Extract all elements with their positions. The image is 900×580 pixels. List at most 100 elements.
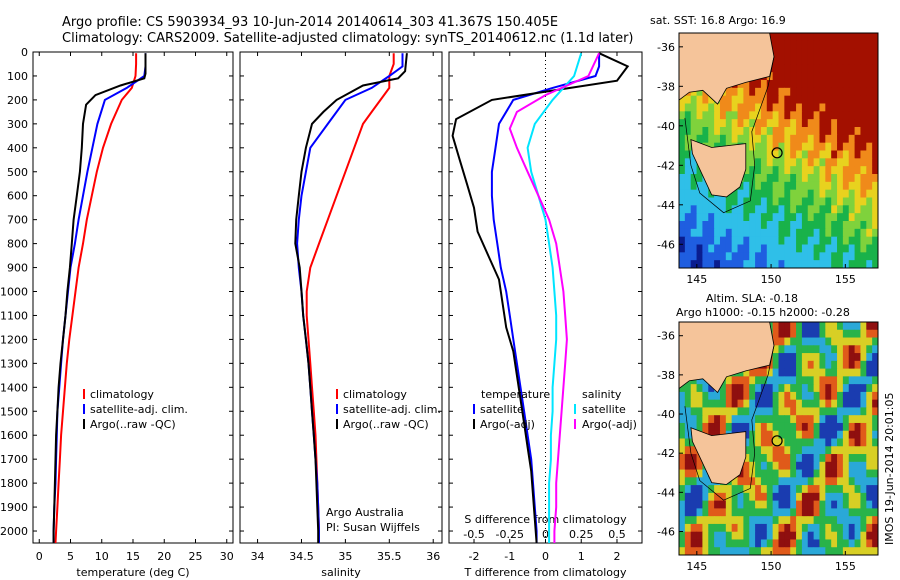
map-cell (807, 492, 815, 502)
map-cell (684, 158, 692, 167)
map-cell (778, 430, 785, 439)
map-cell (842, 523, 850, 533)
map-cell (796, 228, 803, 238)
map-cell (690, 516, 698, 525)
map-cell (860, 205, 867, 214)
map-cell (801, 415, 809, 424)
map-cell (854, 142, 861, 151)
map-cell (696, 399, 703, 408)
credit-text: Argo Australia (326, 506, 404, 519)
map-cell (737, 384, 744, 393)
map-cell (778, 337, 785, 346)
map-cell (807, 322, 815, 331)
map-cell (825, 531, 832, 540)
map-cell (690, 492, 698, 502)
map-cell (866, 56, 873, 65)
map-cell (737, 95, 744, 104)
map-cell (749, 119, 756, 128)
map-cell (743, 158, 750, 167)
map-cell (749, 438, 756, 447)
map-cell (679, 181, 686, 191)
map-cell (755, 119, 762, 128)
map-cell (702, 415, 709, 424)
map-cell (760, 415, 768, 424)
map-cell (690, 469, 698, 478)
map-cell (866, 454, 873, 463)
map-cell (866, 446, 873, 455)
map-cell (854, 500, 861, 509)
map-cell (801, 260, 809, 269)
map-cell (801, 516, 809, 525)
map-cell (854, 33, 861, 42)
map-cell (860, 119, 867, 128)
map-cell (860, 399, 867, 408)
x-tick-label: -2 (469, 550, 480, 563)
map-cell (854, 384, 861, 393)
map-cell (842, 384, 850, 393)
map-cell (790, 111, 797, 120)
map-cell (737, 236, 744, 245)
map-cell (731, 500, 739, 509)
map-cell (731, 539, 739, 548)
map-cell (766, 244, 774, 253)
map-cell (690, 189, 698, 198)
map-cell (755, 244, 762, 253)
map-cell (796, 353, 803, 362)
map-cell (796, 485, 803, 494)
map-cell (842, 166, 850, 175)
map-cell (866, 181, 873, 191)
map-cell (813, 33, 820, 42)
map-cell (743, 415, 750, 424)
map-cell (842, 150, 850, 159)
map-cell (790, 252, 797, 261)
map-cell (807, 205, 815, 214)
map-cell (837, 142, 844, 151)
map-cell (708, 252, 715, 261)
legend-label: climatology (343, 388, 407, 401)
map-cell (837, 368, 844, 377)
map-cell (778, 33, 785, 42)
map-cell (790, 236, 797, 245)
map-cell (679, 454, 686, 463)
map-cell (790, 213, 797, 222)
map-cell (766, 158, 774, 167)
x-axis-label: salinity (321, 566, 361, 579)
map-cell (784, 492, 791, 502)
map-cell (784, 430, 791, 439)
map-cell (790, 376, 797, 385)
map-cell (749, 531, 756, 540)
map-cell (696, 523, 703, 533)
map-cell (725, 407, 733, 416)
map-cell (755, 500, 762, 509)
map-cell (825, 80, 832, 89)
map-cell (872, 87, 879, 97)
map-cell (708, 547, 715, 556)
map-cell (831, 430, 838, 439)
map-cell (737, 531, 744, 540)
map-cell (702, 119, 709, 128)
map-cell (801, 353, 809, 362)
map-cell (696, 127, 703, 136)
map-cell (755, 80, 762, 89)
map-cell (854, 492, 861, 502)
map-cell (807, 399, 815, 408)
map-cell (766, 438, 774, 447)
map-cell (831, 166, 838, 175)
map-cell (842, 454, 850, 463)
map-cell (719, 391, 727, 401)
map-cell (842, 158, 850, 167)
map-cell (807, 329, 815, 339)
map-cell (825, 422, 832, 432)
map-cell (848, 485, 856, 494)
map-cell (796, 399, 803, 408)
map-cell (714, 516, 721, 525)
map-cell (749, 260, 756, 269)
map-cell (696, 197, 703, 206)
map-cell (807, 430, 815, 439)
map-cell (772, 360, 779, 370)
map-cell (778, 95, 785, 104)
map-cell (760, 454, 768, 463)
map-cell (813, 415, 820, 424)
map-cell (831, 461, 838, 471)
map-cell (696, 103, 703, 112)
